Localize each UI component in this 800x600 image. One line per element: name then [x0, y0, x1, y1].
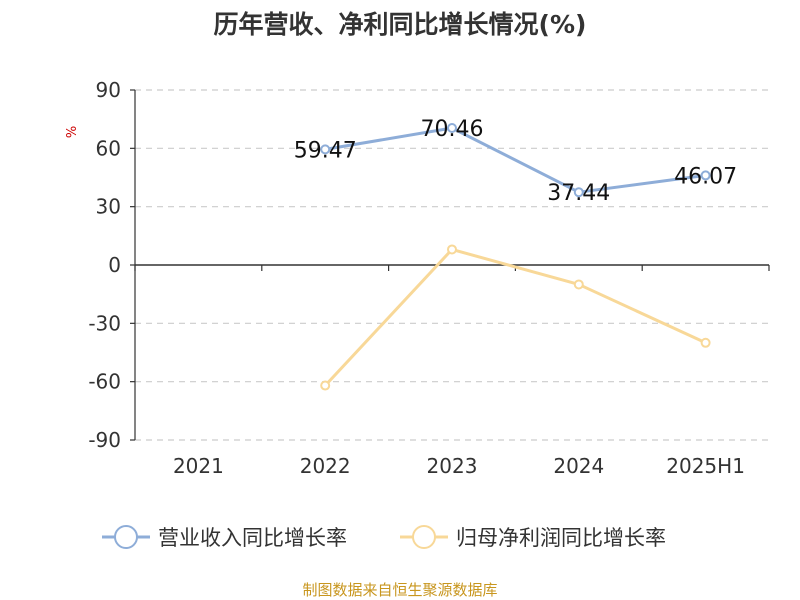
- data-label: 70.46: [421, 117, 484, 142]
- data-point[interactable]: [573, 187, 584, 198]
- data-source-note: 制图数据来自恒生聚源数据库: [302, 581, 497, 599]
- data-point[interactable]: [320, 380, 331, 391]
- x-tick-label: 2025H1: [666, 454, 745, 478]
- x-tick-label: 2024: [553, 454, 604, 478]
- legend-label: 营业收入同比增长率: [158, 526, 347, 550]
- legend-label: 归母净利润同比增长率: [456, 526, 666, 550]
- x-tick-label: 2022: [300, 454, 351, 478]
- data-label: 37.44: [547, 181, 610, 206]
- legend[interactable]: 营业收入同比增长率 归母净利润同比增长率: [102, 525, 666, 550]
- data-labels: 59.47 70.46 37.44 46.07: [294, 117, 737, 206]
- legend-marker: [412, 525, 436, 549]
- y-tick-label: 60: [96, 136, 121, 160]
- legend-item-0[interactable]: 营业收入同比增长率: [102, 525, 347, 550]
- chart-title: 历年营收、净利同比增长情况(%): [214, 10, 587, 39]
- y-tick-label: 30: [96, 195, 121, 219]
- y-tick-label: -30: [88, 311, 121, 335]
- y-tick-label: 90: [96, 78, 121, 102]
- data-point[interactable]: [447, 122, 457, 133]
- y-axis-unit-label: %: [65, 126, 80, 138]
- y-tick-label: 0: [108, 253, 121, 277]
- legend-marker: [114, 525, 138, 549]
- data-point[interactable]: [447, 244, 457, 255]
- data-point[interactable]: [320, 144, 331, 155]
- series-line-0: [324, 126, 706, 194]
- data-point[interactable]: [573, 279, 584, 290]
- x-tick-label: 2021: [173, 454, 224, 478]
- y-tick-label: -60: [88, 370, 121, 394]
- x-tick-label: 2023: [427, 454, 478, 478]
- data-point[interactable]: [700, 337, 711, 348]
- y-tick-label: -90: [88, 428, 121, 452]
- data-label: 59.47: [294, 138, 357, 163]
- axes: 90 60 30 0 -30 -60 -90 2021 2022 2023 2024 2025H1: [88, 78, 770, 478]
- series-line-1: [324, 247, 707, 387]
- legend-item-1[interactable]: 归母净利润同比增长率: [400, 525, 666, 550]
- data-point[interactable]: [700, 170, 711, 181]
- series-lines: [320, 122, 711, 391]
- data-label: 46.07: [674, 164, 737, 189]
